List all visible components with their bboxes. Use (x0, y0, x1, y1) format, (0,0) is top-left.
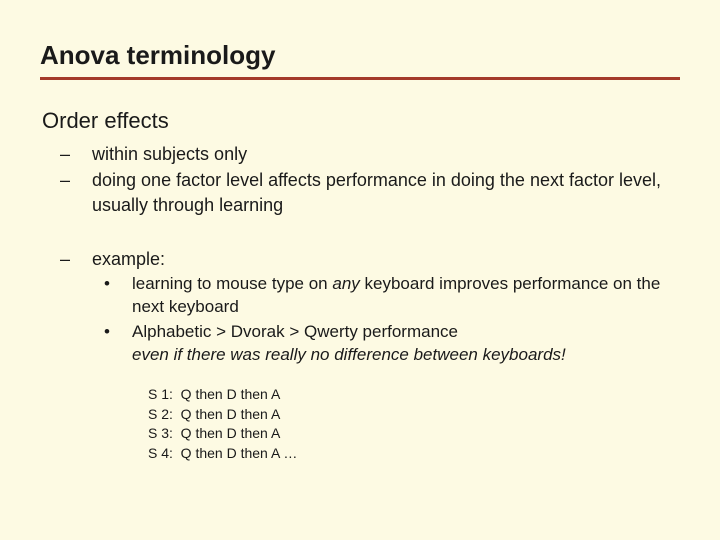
bullet-line2-italic: even if there was really no difference b… (132, 345, 566, 364)
dash-marker: – (76, 247, 92, 271)
dash-item: –within subjects only (76, 142, 680, 166)
dash-text: within subjects only (92, 144, 247, 164)
bullet-item: •Alphabetic > Dvorak > Qwerty performanc… (118, 321, 680, 367)
dash-marker: – (76, 168, 92, 192)
bullet-marker: • (118, 321, 132, 344)
bullet-marker: • (118, 273, 132, 296)
dash-item: –example: (76, 247, 680, 271)
sequence-row: S 3: Q then D then A (148, 424, 680, 444)
section-subtitle: Order effects (42, 108, 680, 134)
dash-text: doing one factor level affects performan… (92, 170, 661, 214)
sequence-row: S 2: Q then D then A (148, 405, 680, 425)
dash-text: example: (92, 249, 165, 269)
sequence-block: S 1: Q then D then A S 2: Q then D then … (148, 385, 680, 463)
bullet-text-pre: learning to mouse type on (132, 274, 332, 293)
dash-item: –doing one factor level affects performa… (76, 168, 680, 217)
dash-marker: – (76, 142, 92, 166)
bullet-text-italic: any (332, 274, 359, 293)
sequence-row: S 1: Q then D then A (148, 385, 680, 405)
bullet-item: •learning to mouse type on any keyboard … (118, 273, 680, 319)
slide-title: Anova terminology (40, 40, 680, 80)
sequence-row: S 4: Q then D then A … (148, 444, 680, 464)
bullet-line1: Alphabetic > Dvorak > Qwerty performance (132, 322, 458, 341)
